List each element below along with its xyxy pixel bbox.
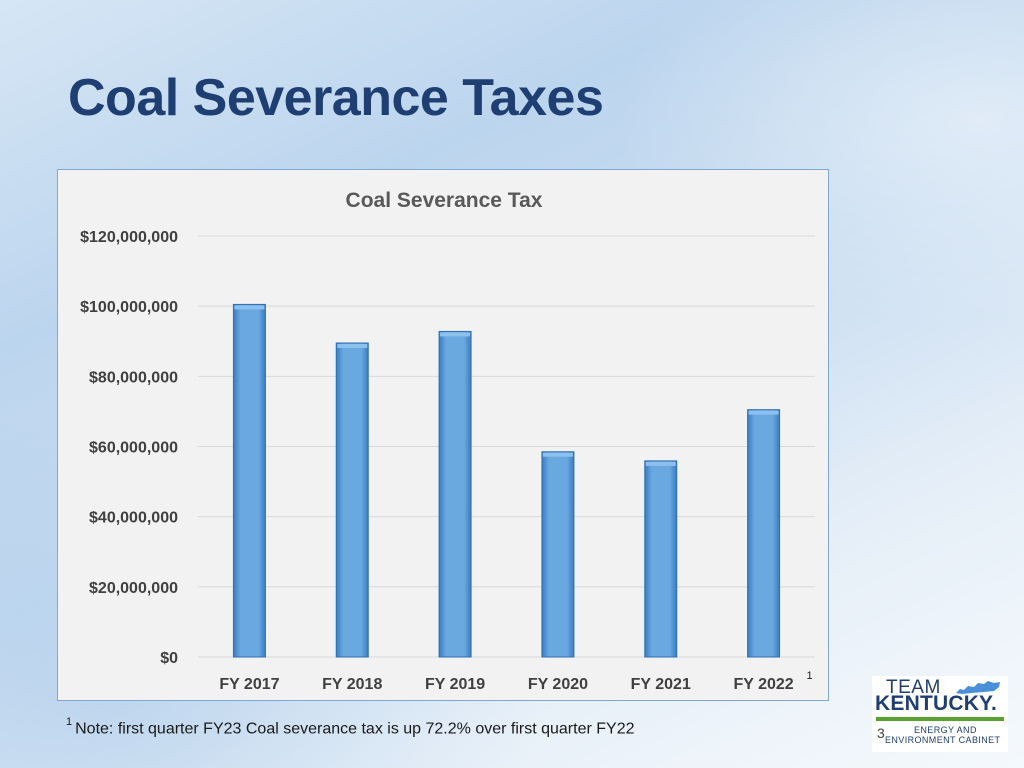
y-tick-label: $60,000,000 xyxy=(89,440,178,457)
bar-body xyxy=(541,451,575,658)
bar-body xyxy=(644,460,678,658)
bar xyxy=(232,303,266,658)
bar-cap xyxy=(337,344,368,349)
y-tick-label: $100,000,000 xyxy=(80,299,178,316)
bar xyxy=(335,342,369,658)
bar-cap xyxy=(748,410,779,415)
gridlines xyxy=(198,235,815,658)
slide-title: Coal Severance Taxes xyxy=(68,69,604,127)
y-tick-label: $80,000,000 xyxy=(89,369,178,386)
bar xyxy=(541,451,575,658)
x-tick-label: FY 2018 xyxy=(322,676,382,693)
y-tick-label: $120,000,000 xyxy=(80,229,178,246)
bars xyxy=(232,303,781,658)
y-tick-label: $0 xyxy=(160,650,178,667)
x-tick-footnote-marker: 1 xyxy=(807,670,813,682)
logo-dept-line1: ENERGY AND xyxy=(914,725,977,735)
x-tick-label: FY 2017 xyxy=(219,676,279,693)
bar xyxy=(747,409,781,658)
footnote: 1 Note: first quarter FY23 Coal severance… xyxy=(66,716,635,738)
logo-dept-line2: ENVIRONMENT CABINET xyxy=(885,735,1001,745)
kentucky-state-icon xyxy=(956,681,1000,694)
y-tick-label: $40,000,000 xyxy=(89,510,178,527)
bar-cap xyxy=(645,461,676,466)
bar-body xyxy=(438,330,472,658)
bar-cap xyxy=(234,305,265,310)
chart-container: Coal Severance Tax $0 $20,000,000 $40,000,… xyxy=(57,169,829,701)
bar-body xyxy=(232,303,266,658)
footnote-text: Note: first quarter FY23 Coal severance … xyxy=(75,720,635,738)
bar xyxy=(438,330,472,658)
page-number: 3 xyxy=(877,725,885,741)
y-tick-label: $20,000,000 xyxy=(89,580,178,597)
logo-green-bar xyxy=(876,717,1004,721)
x-axis-ticks: FY 2017 FY 2018 FY 2019 FY 2020 FY 2021 FY 20… xyxy=(219,670,812,693)
logo-team-text: TEAM xyxy=(886,677,941,698)
x-tick-label: FY 2019 xyxy=(425,676,485,693)
x-tick-label: FY 2020 xyxy=(528,676,588,693)
y-axis-ticks: $0 $20,000,000 $40,000,000 $60,000,000 $80,0… xyxy=(80,229,178,667)
team-kentucky-logo: TEAM KENTUCKY. ENERGY AND ENVIRONMENT CA… xyxy=(872,676,1008,752)
footnote-marker: 1 xyxy=(66,716,73,728)
bar-cap xyxy=(440,332,471,337)
bar-body xyxy=(747,409,781,658)
bar-cap xyxy=(542,452,573,457)
x-tick-label: FY 2022 xyxy=(733,676,793,693)
bar-chart: Coal Severance Tax $0 $20,000,000 $40,000,… xyxy=(80,189,815,693)
logo-kentucky-text: KENTUCKY. xyxy=(875,692,997,715)
chart-title: Coal Severance Tax xyxy=(346,189,543,212)
bar-body xyxy=(335,342,369,658)
bar xyxy=(644,460,678,658)
x-tick-label: FY 2021 xyxy=(631,676,691,693)
